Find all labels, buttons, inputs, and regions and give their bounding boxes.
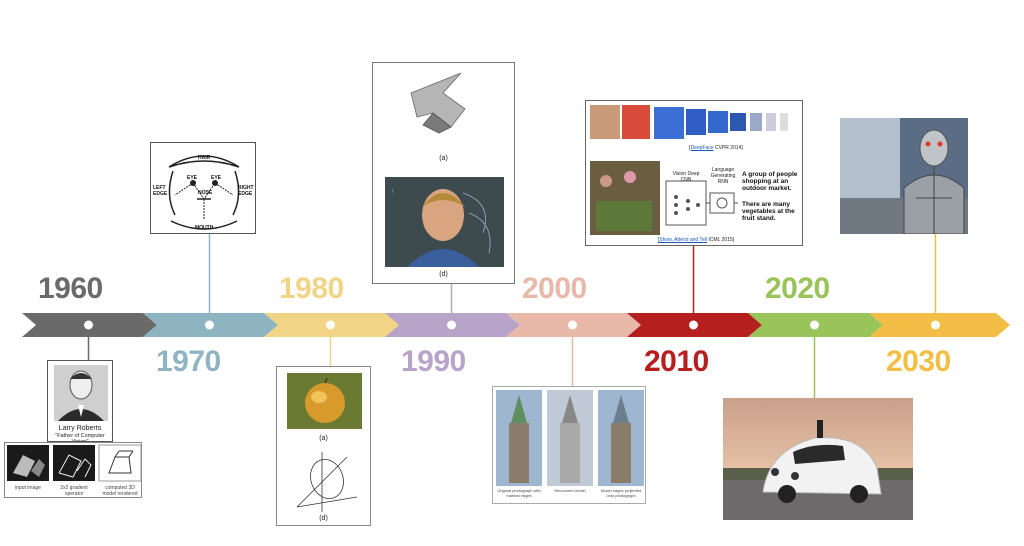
caption-text-2: There are many vegetables at the fruit s… xyxy=(742,201,795,222)
card-2020-car xyxy=(723,398,913,520)
portrait-image xyxy=(54,365,108,421)
year-label-1970: 1970 xyxy=(156,345,221,378)
timeline-dot-1990 xyxy=(447,320,456,330)
robot-image xyxy=(840,118,968,234)
face-eye-left-label: EYE xyxy=(187,175,198,181)
tower-reconstruction-images xyxy=(496,390,644,486)
timeline-dot-2020 xyxy=(810,320,819,330)
card-1960-blocks: input image 2x2 gradient operator comput… xyxy=(4,442,142,498)
blocks-label-3: computed 3D model rendered from new view… xyxy=(102,485,138,497)
face-caption-d: (d) xyxy=(439,271,448,278)
year-label-1960: 1960 xyxy=(38,272,103,305)
face-left-edge-label: LEFT EDGE xyxy=(153,185,168,197)
timeline-dot-1970 xyxy=(205,320,214,330)
card-1980-apple: (a) (d) xyxy=(276,366,371,526)
face-eye-right-label: EYE xyxy=(211,175,222,181)
show-attend-tell-link[interactable]: [Show, Attend and Tell xyxy=(657,237,708,243)
apple-caption-d: (d) xyxy=(319,515,328,522)
card-1960-portrait: Larry Roberts "Father of Computer Vision… xyxy=(47,360,113,442)
face-right-edge-label: RIGHT EDGE xyxy=(238,185,254,197)
self-driving-car-image xyxy=(723,398,913,520)
shape-and-face-images: ↑ xyxy=(385,72,504,267)
portrait-subtitle: "Father of Computer Vision" xyxy=(55,433,105,442)
face-hair-label: HAIR xyxy=(198,155,211,161)
apple-caption-a: (a) xyxy=(319,435,328,442)
vision-cnn-label: Vision Deep CNN xyxy=(672,171,700,183)
blocks-label-1: input image xyxy=(15,485,41,491)
blocks-world-images xyxy=(7,444,141,482)
card-1970-face-model: HAIR LEFT EDGE RIGHT EDGE EYE EYE NOSE M… xyxy=(150,142,256,234)
show-attend-tell-citation: [Show, Attend and Tell ICML 2015] xyxy=(657,237,735,243)
year-label-2000: 2000 xyxy=(522,272,587,305)
year-label-2020: 2020 xyxy=(765,272,830,305)
card-1990-face: ↑ (a) (d) xyxy=(372,62,515,284)
timeline-dot-2010 xyxy=(689,320,698,330)
year-label-2030: 2030 xyxy=(886,345,951,378)
caption-text-1: A group of people shopping at an outdoor… xyxy=(742,171,798,192)
deepface-link[interactable]: DeepFace xyxy=(690,145,714,151)
tower-label-2: Recovered model xyxy=(554,488,586,493)
blocks-label-2: 2x2 gradient operator xyxy=(60,485,88,497)
face-nose-label: NOSE xyxy=(198,190,213,196)
timeline-dot-2000 xyxy=(568,320,577,330)
deep-learning-figures xyxy=(590,105,788,235)
tower-label-1: Original photograph with marked edges xyxy=(497,488,541,498)
timeline-dot-1960 xyxy=(84,320,93,330)
card-2030-robot xyxy=(840,118,968,234)
deepface-citation: [DeepFace CVPR 2014] xyxy=(689,145,743,151)
face-caption-a: (a) xyxy=(439,155,448,162)
year-label-2010: 2010 xyxy=(644,345,709,378)
card-2000-towers: Original photograph with marked edges Re… xyxy=(492,386,646,504)
year-label-1990: 1990 xyxy=(401,345,466,378)
svg-text:↑: ↑ xyxy=(391,189,394,195)
language-rnn-label: Language Generating RNN xyxy=(710,167,736,185)
face-mouth-label: MOUTH xyxy=(195,225,214,231)
face-model-diagram xyxy=(168,155,240,230)
portrait-name: Larry Roberts xyxy=(58,425,102,432)
timeline-dot-1980 xyxy=(326,320,335,330)
card-2010-deep-learning: [DeepFace CVPR 2014] Vision Deep CNN Lan… xyxy=(585,100,803,246)
apple-and-geometry xyxy=(287,373,362,512)
timeline-dot-2030 xyxy=(931,320,940,330)
year-label-1980: 1980 xyxy=(279,272,344,305)
tower-label-3: Model edges projected onto photograph xyxy=(600,488,642,498)
